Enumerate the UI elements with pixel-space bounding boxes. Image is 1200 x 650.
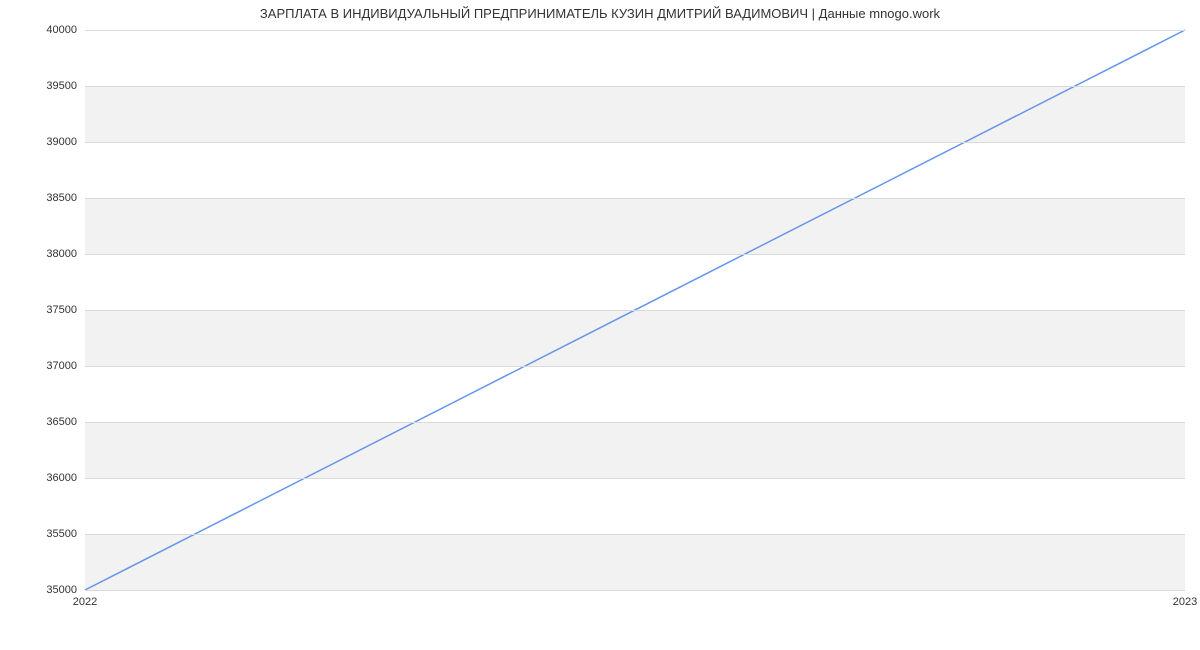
y-tick-label: 38000 [46, 248, 77, 260]
y-gridline [85, 198, 1185, 199]
y-tick-label: 37000 [46, 360, 77, 372]
y-gridline [85, 254, 1185, 255]
y-tick-label: 39000 [46, 136, 77, 148]
y-tick-label: 35500 [46, 528, 77, 540]
x-tick-label: 2023 [1173, 596, 1197, 608]
y-tick-label: 36000 [46, 472, 77, 484]
y-tick-label: 40000 [46, 24, 77, 36]
y-gridline [85, 590, 1185, 591]
x-tick-label: 2022 [73, 596, 97, 608]
y-tick-label: 37500 [46, 304, 77, 316]
y-tick-label: 38500 [46, 192, 77, 204]
y-gridline [85, 142, 1185, 143]
y-tick-label: 36500 [46, 416, 77, 428]
y-gridline [85, 478, 1185, 479]
chart-title: ЗАРПЛАТА В ИНДИВИДУАЛЬНЫЙ ПРЕДПРИНИМАТЕЛ… [0, 6, 1200, 21]
y-gridline [85, 86, 1185, 87]
chart-container: ЗАРПЛАТА В ИНДИВИДУАЛЬНЫЙ ПРЕДПРИНИМАТЕЛ… [0, 0, 1200, 650]
y-tick-label: 39500 [46, 80, 77, 92]
y-tick-label: 35000 [46, 584, 77, 596]
plot-area: 3500035500360003650037000375003800038500… [85, 30, 1185, 590]
y-gridline [85, 30, 1185, 31]
y-gridline [85, 366, 1185, 367]
y-gridline [85, 310, 1185, 311]
y-gridline [85, 422, 1185, 423]
y-gridline [85, 534, 1185, 535]
